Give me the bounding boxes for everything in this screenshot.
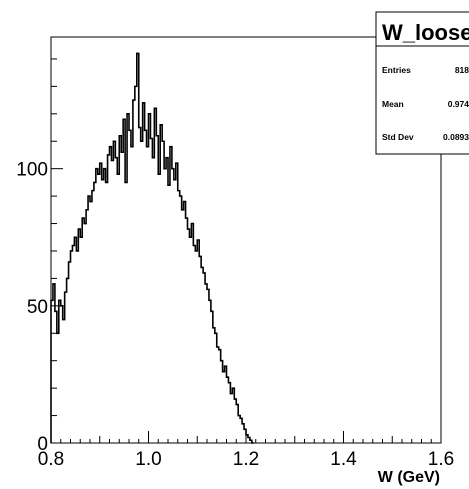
x-tick-label: 1.4 <box>330 449 357 470</box>
x-tick-label: 1.0 <box>135 449 161 470</box>
stats-mean-value: 0.974 <box>448 99 469 109</box>
stats-entries-label: Entries <box>382 65 411 75</box>
x-axis: 0.8 1.0 1.2 1.4 1.6 <box>38 431 454 470</box>
y-tick-label: 50 <box>27 297 48 318</box>
stats-box: W_loose Entries 818 Mean 0.974 Std Dev 0… <box>375 11 469 155</box>
x-tick-label: 1.6 <box>428 449 454 470</box>
histogram-outline <box>50 52 254 444</box>
x-axis-label: W (GeV) <box>378 469 440 486</box>
y-tick-label: 100 <box>16 160 48 181</box>
stats-stddev-label: Std Dev <box>382 132 414 142</box>
stats-box-frame <box>375 11 469 155</box>
y-axis: 0 50 100 <box>16 58 63 455</box>
stats-stddev-value: 0.0893 <box>443 132 469 142</box>
stats-box-title: W_loose <box>382 20 469 45</box>
x-tick-label: 1.2 <box>233 449 259 470</box>
stats-mean-label: Mean <box>382 99 404 109</box>
x-tick-label: 0.8 <box>38 449 64 470</box>
stats-entries-value: 818 <box>455 65 469 75</box>
y-tick-label: 0 <box>37 434 48 455</box>
